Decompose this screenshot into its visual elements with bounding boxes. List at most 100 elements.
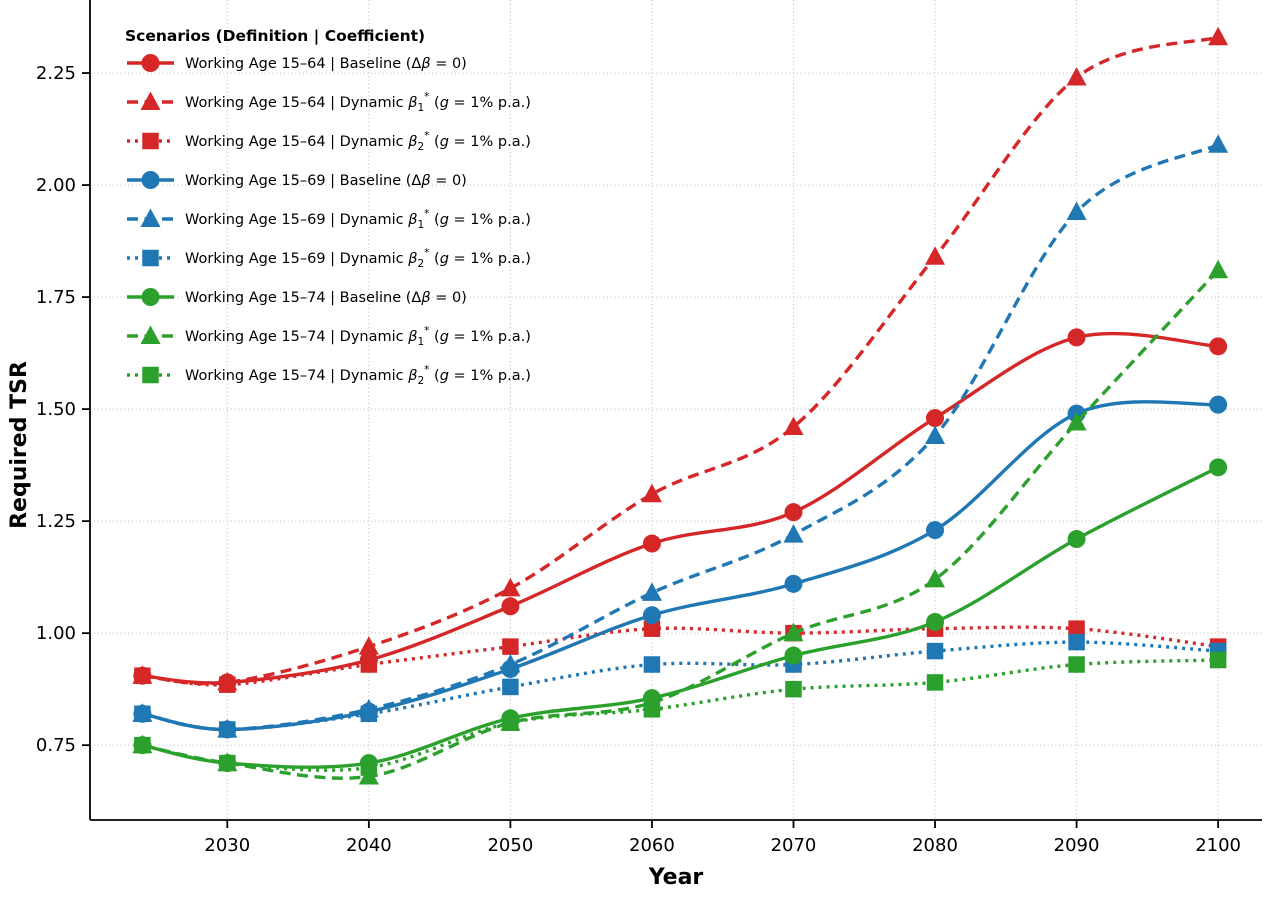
legend-item-label: Working Age 15–69 | Dynamic β1* (g = 1% … <box>185 208 531 231</box>
marker-wa-15-69-dynamic-b1-2100 <box>1208 134 1229 153</box>
marker-wa-15-74-baseline-2090 <box>1067 530 1086 549</box>
y-tick-label-2.25: 2.25 <box>36 63 76 84</box>
legend-sample-marker-wa-15-69-dynamic-b1 <box>140 208 161 227</box>
series-wa-15-74-dynamic-b2 <box>134 651 1227 776</box>
legend-sample-marker-wa-15-64-baseline <box>141 54 160 72</box>
marker-wa-15-64-dynamic-b1-2060 <box>641 483 662 503</box>
legend: Scenarios (Definition | Coefficient) Work… <box>125 27 531 387</box>
marker-wa-15-64-dynamic-b2-2060 <box>643 620 661 637</box>
y-tick-label-1.25: 1.25 <box>36 511 76 532</box>
marker-wa-15-64-dynamic-b1-2090 <box>1066 67 1087 86</box>
legend-item-wa-15-64-dynamic-b1: Working Age 15–64 | Dynamic β1* (g = 1% … <box>127 91 531 114</box>
marker-wa-15-74-dynamic-b2-2050 <box>502 714 519 732</box>
marker-wa-15-64-dynamic-b2-2050 <box>502 638 519 655</box>
marker-wa-15-74-dynamic-b1-2100 <box>1208 259 1229 279</box>
y-tick-label-0.75: 0.75 <box>36 735 76 756</box>
legend-sample-marker-wa-15-74-baseline <box>141 288 160 306</box>
legend-sample-marker-wa-15-74-dynamic-b2 <box>142 366 159 384</box>
series-line-wa-15-74-dynamic-b1 <box>142 269 1220 780</box>
series-line-wa-15-64-baseline <box>142 331 1219 685</box>
axes-spines <box>82 0 1262 828</box>
tick-labels: 2030 2040 2050 2060 2070 2080 2090 2100 0.75 1.00… <box>36 63 1241 856</box>
marker-wa-15-69-dynamic-b1-2070 <box>783 524 804 543</box>
marker-wa-15-64-dynamic-b2-2024 <box>134 667 151 684</box>
legend-item-label: Working Age 15–64 | Dynamic β2* (g = 1% … <box>185 130 531 153</box>
marker-wa-15-74-dynamic-b1-2090 <box>1066 412 1087 431</box>
legend-item-label: Working Age 15–74 | Dynamic β2* (g = 1% … <box>185 364 531 387</box>
marker-wa-15-64-baseline-2100 <box>1209 337 1228 356</box>
marker-wa-15-69-dynamic-b1-2060 <box>641 582 662 601</box>
marker-wa-15-69-baseline-2100 <box>1209 395 1228 414</box>
series-line-wa-15-69-dynamic-b2 <box>142 640 1219 732</box>
marker-wa-15-69-dynamic-b2-2024 <box>134 705 151 723</box>
x-tick-label-2040: 2040 <box>346 835 392 856</box>
marker-wa-15-69-baseline-2070 <box>784 574 803 593</box>
legend-sample-marker-wa-15-69-dynamic-b2 <box>142 249 159 267</box>
legend-item-label: Working Age 15–69 | Baseline (Δβ = 0) <box>185 173 467 189</box>
legend-sample-marker-wa-15-64-dynamic-b1 <box>140 91 161 110</box>
legend-item-wa-15-69-dynamic-b2: Working Age 15–69 | Dynamic β2* (g = 1% … <box>127 247 531 270</box>
legend-item-label: Working Age 15–64 | Baseline (Δβ = 0) <box>185 56 467 72</box>
marker-wa-15-64-dynamic-b2-2030 <box>219 676 236 693</box>
marker-wa-15-69-dynamic-b2-2050 <box>502 678 519 696</box>
x-tick-label-2050: 2050 <box>487 835 533 856</box>
series-wa-15-69-baseline <box>133 395 1228 739</box>
gridlines <box>90 0 1262 820</box>
legend-item-wa-15-64-dynamic-b2: Working Age 15–64 | Dynamic β2* (g = 1% … <box>127 130 531 153</box>
marker-wa-15-69-dynamic-b2-2060 <box>643 656 661 673</box>
legend-item-wa-15-74-dynamic-b2: Working Age 15–74 | Dynamic β2* (g = 1% … <box>127 364 531 387</box>
marker-wa-15-74-baseline-2080 <box>926 612 945 631</box>
marker-wa-15-64-dynamic-b2-2040 <box>360 656 378 673</box>
marker-wa-15-74-dynamic-b1-2080 <box>925 568 946 588</box>
y-tick-label-2.00: 2.00 <box>36 175 76 196</box>
legend-title: Scenarios (Definition | Coefficient) <box>125 27 425 46</box>
marker-wa-15-74-baseline-2100 <box>1209 458 1228 477</box>
marker-wa-15-74-dynamic-b2-2070 <box>785 680 802 698</box>
marker-wa-15-74-dynamic-b2-2090 <box>1068 656 1085 673</box>
marker-wa-15-69-dynamic-b1-2050 <box>500 654 521 673</box>
legend-item-wa-15-74-baseline: Working Age 15–74 | Baseline (Δβ = 0) <box>127 288 467 306</box>
marker-wa-15-64-dynamic-b1-2050 <box>500 577 521 597</box>
series-line-wa-15-74-baseline <box>142 465 1219 769</box>
series-line-wa-15-74-dynamic-b2 <box>142 658 1219 772</box>
marker-wa-15-64-dynamic-b1-2080 <box>925 246 946 265</box>
marker-wa-15-69-dynamic-b1-2080 <box>925 425 946 444</box>
legend-item-wa-15-74-dynamic-b1: Working Age 15–74 | Dynamic β1* (g = 1% … <box>127 325 531 348</box>
series-line-wa-15-64-dynamic-b2 <box>142 625 1219 687</box>
marker-wa-15-74-dynamic-b2-2100 <box>1209 651 1227 669</box>
x-tick-label-2100: 2100 <box>1195 835 1241 856</box>
series-line-wa-15-69-dynamic-b1 <box>142 143 1219 732</box>
marker-wa-15-74-dynamic-b2-2030 <box>219 754 236 772</box>
legend-item-label: Working Age 15–74 | Dynamic β1* (g = 1% … <box>185 325 531 348</box>
series-line-wa-15-64-dynamic-b1 <box>142 35 1219 686</box>
marker-wa-15-69-dynamic-b2-2090 <box>1068 633 1085 651</box>
legend-item-label: Working Age 15–64 | Dynamic β1* (g = 1% … <box>185 91 531 114</box>
legend-item-wa-15-69-dynamic-b1: Working Age 15–69 | Dynamic β1* (g = 1% … <box>127 208 531 231</box>
marker-wa-15-64-baseline-2080 <box>926 409 945 428</box>
marker-wa-15-64-baseline-2070 <box>784 503 803 522</box>
marker-wa-15-74-dynamic-b2-2080 <box>926 674 944 691</box>
legend-item-label: Working Age 15–74 | Baseline (Δβ = 0) <box>185 290 467 306</box>
marker-wa-15-64-baseline-2060 <box>642 534 661 553</box>
legend-item-wa-15-64-baseline: Working Age 15–64 | Baseline (Δβ = 0) <box>127 54 467 72</box>
legend-sample-marker-wa-15-64-dynamic-b2 <box>142 132 159 150</box>
y-tick-label-1.75: 1.75 <box>36 287 76 308</box>
marker-wa-15-64-dynamic-b1-2040 <box>358 636 379 655</box>
series-line-wa-15-69-baseline <box>142 400 1219 732</box>
legend-sample-marker-wa-15-69-baseline <box>141 171 160 189</box>
marker-wa-15-64-baseline-2090 <box>1067 328 1086 347</box>
x-tick-label-2090: 2090 <box>1054 835 1100 856</box>
marker-wa-15-74-dynamic-b2-2040 <box>360 759 378 776</box>
marker-wa-15-69-baseline-2080 <box>926 521 945 540</box>
y-axis-title: Required TSR <box>7 361 32 529</box>
marker-wa-15-69-dynamic-b2-2080 <box>926 642 944 660</box>
marker-wa-15-69-dynamic-b2-2030 <box>219 721 236 738</box>
y-tick-label-1.50: 1.50 <box>36 399 76 420</box>
marker-wa-15-64-dynamic-b2-2090 <box>1068 620 1085 637</box>
x-tick-label-2060: 2060 <box>629 835 675 856</box>
y-tick-label-1.00: 1.00 <box>36 623 76 644</box>
marker-wa-15-74-baseline-2070 <box>784 646 803 665</box>
legend-item-wa-15-69-baseline: Working Age 15–69 | Baseline (Δβ = 0) <box>127 171 467 189</box>
